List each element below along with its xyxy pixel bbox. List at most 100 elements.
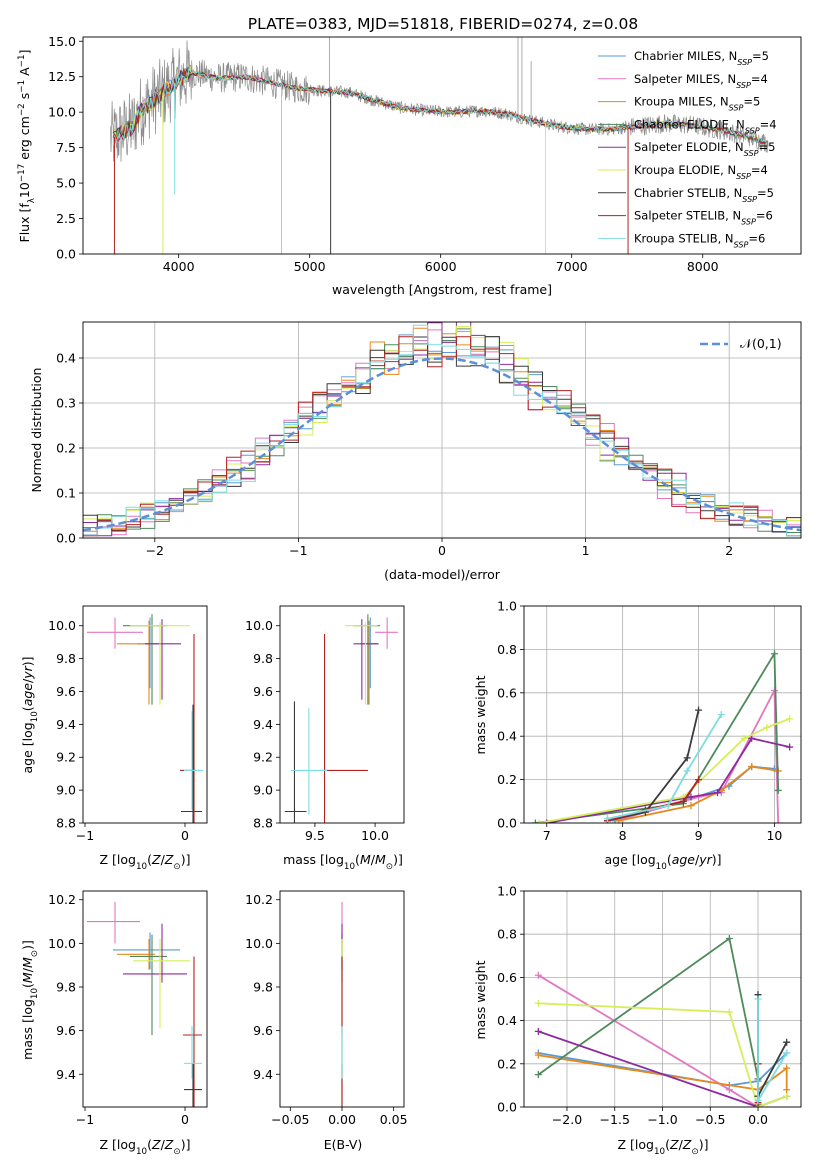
weight-marker [783, 1092, 791, 1100]
legend-label-part: Kroupa STELIB, N [634, 231, 734, 245]
legend-label: Salpeter MILES, NSSP=4 [634, 72, 768, 90]
ticks: −0.05 0.00 0.05 9.4 9.6 9.8 10.0 10.2 [245, 892, 407, 1127]
ticks: −2 −1 0 1 2 0.0 0.1 0.2 0.3 0.4 [56, 351, 733, 559]
legend-label: Kroupa MILES, NSSP=5 [634, 95, 760, 113]
x-axis-label-part: age [672, 852, 696, 867]
axes-mass_weight_vs_Z: −2.0 −1.5 −1.0 −0.5 0.0 0.0 0.2 0.4 0.6 0.8 1.0 Z [… [473, 884, 802, 1157]
weight-marker [783, 1086, 791, 1094]
x-tick-label: −1 [76, 1112, 94, 1127]
weight-marker [695, 706, 703, 714]
x-axis-label: age [log10(age/yr)] [604, 852, 721, 872]
y-tick-label: 5.0 [56, 176, 76, 191]
y-tick-label: 10.2 [48, 892, 76, 907]
x-tick-label: 0.0 [748, 1112, 768, 1127]
legend-label-part: =6 [748, 231, 765, 245]
x-axis-label-part: ( [355, 852, 360, 867]
x-axis-label-part: / [161, 852, 166, 867]
x-axis-label-part: Z [log [100, 1137, 136, 1152]
legend-label-part: SSP [745, 126, 760, 135]
y-axis-label: mass [log10(M/M⊙)] [20, 940, 40, 1060]
weight-marker [603, 815, 611, 823]
legend-label: 𝒩(0,1) [740, 336, 782, 351]
x-axis-label-part: 10 [136, 1147, 147, 1157]
plot-area [531, 650, 794, 823]
y-axis-label: age [log10(age/yr)] [20, 656, 40, 773]
weight-marker [783, 1064, 791, 1072]
x-axis-label-part: yr [698, 852, 712, 867]
x-axis-label-part: 10 [344, 862, 355, 872]
weight-marker [664, 802, 672, 810]
x-tick-label: 0 [181, 1112, 189, 1127]
legend-label-part: Salpeter MILES, N [634, 72, 736, 86]
y-axis-label-part: s [17, 93, 32, 104]
x-axis-label-part: Z [151, 852, 161, 867]
y-axis-label-part: yr [20, 665, 35, 679]
weight-line [607, 714, 723, 820]
legend-label: Kroupa ELODIE, NSSP=4 [634, 163, 768, 181]
x-axis-label: mass [log10(M/M⊙)] [283, 852, 403, 872]
weight-marker [683, 754, 691, 762]
weight-line [537, 974, 759, 1107]
y-axis-label-part: age [log [20, 722, 35, 773]
weight-line [537, 936, 759, 1105]
legend-label-part: SSP [736, 80, 751, 89]
y-tick-label: 10.2 [245, 892, 273, 907]
axes-mass_vs_Z: −1 09.49.69.810.010.2Z [log10(Z/Z⊙)]mass … [20, 890, 208, 1157]
x-tick-label: 2 [725, 543, 733, 558]
y-axis-label-part: −1 [17, 54, 27, 67]
weight-marker [774, 786, 782, 794]
legend-label-part: Chabrier ELODIE, N [634, 117, 745, 131]
x-axis-label-part: / [371, 852, 376, 867]
legend-label-part: Salpeter STELIB, N [634, 209, 741, 223]
y-axis-label-part: / [20, 967, 35, 972]
x-axis-label-part: M [360, 852, 371, 867]
legend-label: Salpeter STELIB, NSSP=6 [634, 209, 773, 227]
y-tick-label: 2.5 [56, 211, 76, 226]
weight-marker [783, 1049, 791, 1057]
y-axis-label-part: ( [20, 706, 35, 711]
legend-label-part: SSP [737, 58, 752, 67]
x-axis-label-part: / [161, 1137, 166, 1152]
y-tick-label: 9.6 [56, 1023, 76, 1038]
x-axis-label-part: ( [147, 852, 152, 867]
residual-legend: 𝒩(0,1) [700, 336, 782, 351]
weight-line [607, 709, 700, 822]
axes-frame [82, 890, 208, 1108]
x-axis-label: wavelength [Angstrom, rest frame] [332, 282, 552, 297]
y-axis-label-part: 10 [30, 711, 40, 722]
x-axis-label-part: ⊙ [386, 862, 393, 872]
x-axis-label-part: M [375, 852, 386, 867]
x-tick-label: 0 [181, 828, 189, 843]
weight-line [757, 994, 788, 1097]
x-tick-label: −1 [76, 828, 94, 843]
x-tick-label: 10.0 [361, 828, 389, 843]
y-tick-label: 0.8 [497, 927, 517, 942]
weight-line [607, 779, 700, 822]
weight-marker [770, 687, 778, 695]
x-tick-label: 9.5 [305, 828, 325, 843]
y-axis-label-part: 10 [17, 182, 32, 198]
legend-label-part: =4 [751, 72, 768, 86]
y-tick-label: 9.4 [253, 717, 273, 732]
plot-area [87, 614, 203, 823]
y-tick-label: 9.0 [56, 783, 76, 798]
weight-marker [695, 776, 703, 784]
y-tick-label: 10.0 [48, 618, 76, 633]
legend-label-part: SSP [741, 217, 756, 226]
x-axis-label-part: age [log [604, 852, 655, 867]
x-tick-label: −0.5 [695, 1112, 725, 1127]
legend-label: Chabrier STELIB, NSSP=5 [634, 186, 774, 204]
y-axis-label-part: −1 [17, 80, 27, 93]
y-axis-label-part: M [20, 972, 35, 983]
y-axis-label-part: erg cm [17, 116, 32, 164]
axes-frame [82, 605, 208, 824]
y-tick-label: 8.8 [56, 816, 76, 831]
y-tick-label: 0.6 [497, 970, 517, 985]
x-axis-label-part: / [679, 1137, 684, 1152]
gaussian-curve [83, 357, 801, 532]
histogram-step [83, 324, 801, 538]
y-tick-label: 9.0 [253, 783, 273, 798]
figure-title: PLATE=0383, MJD=51818, FIBERID=0274, z=0… [248, 15, 638, 33]
